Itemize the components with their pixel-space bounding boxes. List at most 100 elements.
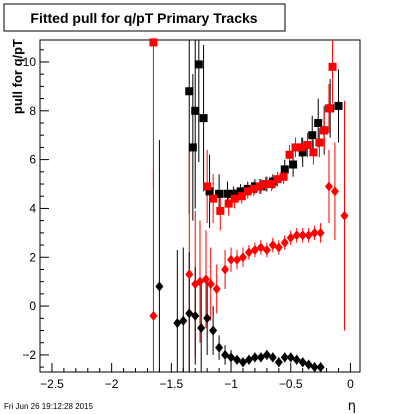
x-tick-label: −2.5 bbox=[40, 377, 64, 391]
data-point-square bbox=[297, 143, 306, 152]
data-point-diamond bbox=[250, 244, 259, 255]
data-point-diamond bbox=[233, 254, 242, 265]
data-point-square bbox=[188, 143, 197, 152]
data-point-diamond bbox=[250, 352, 259, 363]
y-axis-label: pull for q/pT bbox=[10, 39, 25, 114]
data-point-diamond bbox=[173, 318, 182, 329]
data-point-diamond bbox=[274, 357, 283, 368]
data-point-diamond bbox=[292, 230, 301, 241]
x-tick-label: −2 bbox=[105, 377, 119, 391]
data-point-diamond bbox=[206, 279, 215, 290]
data-point-diamond bbox=[256, 242, 265, 253]
y-tick-label: 0 bbox=[29, 299, 36, 313]
data-point-square bbox=[291, 143, 300, 152]
y-tick-label: 6 bbox=[29, 153, 36, 167]
data-point-diamond bbox=[227, 352, 236, 363]
data-point-diamond bbox=[298, 230, 307, 241]
data-point-square bbox=[191, 106, 200, 115]
data-point-square bbox=[308, 131, 317, 140]
data-point-diamond bbox=[185, 269, 194, 280]
y-tick-label: 2 bbox=[29, 250, 36, 264]
data-point-diamond bbox=[196, 276, 204, 287]
data-point-diamond bbox=[316, 227, 325, 238]
axis-ticks: −2.5 −2 −1.5 −1 −0.5 0 −2 0 2 4 6 8 10 bbox=[22, 49, 354, 391]
data-point-square bbox=[236, 187, 245, 196]
data-point-diamond bbox=[340, 210, 349, 221]
data-point-diamond bbox=[324, 181, 333, 192]
data-point-square bbox=[203, 182, 212, 191]
data-point-diamond bbox=[201, 274, 210, 285]
data-point-square bbox=[199, 114, 208, 123]
data-point-diamond bbox=[330, 186, 339, 197]
data-point-diamond bbox=[244, 247, 253, 258]
data-point-square bbox=[229, 189, 238, 198]
data-point-square bbox=[216, 206, 225, 215]
data-point-square bbox=[320, 126, 329, 135]
data-point-diamond bbox=[221, 264, 230, 275]
data-point-square bbox=[279, 172, 288, 181]
data-point-diamond bbox=[197, 323, 206, 334]
y-tick-label: 4 bbox=[29, 201, 36, 215]
data-point-diamond bbox=[244, 354, 253, 365]
data-point-diamond bbox=[292, 354, 301, 365]
data-point-square bbox=[223, 189, 232, 198]
data-point-diamond bbox=[227, 254, 236, 265]
y-tick-label: 10 bbox=[23, 55, 37, 69]
data-point-square bbox=[334, 101, 343, 110]
data-point-square bbox=[185, 87, 194, 96]
data-point-diamond bbox=[310, 362, 319, 373]
data-point-square bbox=[149, 38, 158, 47]
x-tick-label: −0.5 bbox=[279, 377, 303, 391]
data-point-diamond bbox=[280, 237, 289, 248]
data-point-diamond bbox=[212, 284, 221, 294]
data-point-diamond bbox=[221, 349, 230, 360]
data-point-square bbox=[324, 104, 333, 113]
data-point-diamond bbox=[286, 352, 295, 363]
data-point-diamond bbox=[298, 357, 307, 368]
data-point-square bbox=[309, 148, 318, 157]
data-point-square bbox=[280, 165, 289, 174]
data-point-square bbox=[267, 180, 276, 189]
data-point-square bbox=[315, 138, 324, 147]
chart-title: Fitted pull for q/pT Primary Tracks bbox=[30, 10, 257, 26]
data-point-square bbox=[209, 194, 218, 203]
data-point-diamond bbox=[155, 281, 164, 292]
data-point-square bbox=[285, 150, 294, 159]
data-point-diamond bbox=[286, 232, 295, 243]
data-point-diamond bbox=[310, 227, 319, 238]
data-point-square bbox=[298, 148, 307, 157]
data-point-square bbox=[255, 182, 264, 191]
x-tick-label: −1 bbox=[224, 377, 238, 391]
timestamp: Fri Jun 26 19:12:28 2015 bbox=[4, 402, 94, 411]
data-point-diamond bbox=[203, 313, 212, 324]
data-point-diamond bbox=[238, 357, 247, 368]
data-point-square bbox=[215, 189, 224, 198]
y-tick-label: 8 bbox=[29, 104, 36, 118]
data-point-diamond bbox=[179, 315, 188, 326]
x-axis-label: η bbox=[348, 399, 356, 414]
data-point-diamond bbox=[268, 240, 277, 251]
data-point-diamond bbox=[238, 252, 247, 263]
data-point-square bbox=[224, 199, 233, 208]
data-point-square bbox=[303, 140, 312, 149]
data-point-diamond bbox=[268, 352, 277, 363]
data-point-square bbox=[289, 160, 298, 169]
x-tick-label: 0 bbox=[347, 377, 354, 391]
y-tick-label: −2 bbox=[22, 348, 36, 362]
x-tick-label: −1.5 bbox=[159, 377, 183, 391]
data-point-square bbox=[273, 175, 282, 184]
data-point-diamond bbox=[191, 310, 200, 321]
data-point-diamond bbox=[185, 308, 194, 319]
data-point-diamond bbox=[274, 242, 283, 253]
data-point-diamond bbox=[209, 325, 218, 336]
title-box: Fitted pull for q/pT Primary Tracks bbox=[3, 3, 286, 32]
data-point-square bbox=[261, 180, 270, 189]
data-point-diamond bbox=[280, 352, 289, 363]
data-point-square bbox=[230, 194, 239, 203]
data-point-square bbox=[194, 60, 203, 69]
data-point-square bbox=[243, 187, 252, 196]
data-markers bbox=[149, 38, 349, 373]
data-point-square bbox=[249, 184, 258, 193]
data-point-diamond bbox=[262, 244, 271, 255]
